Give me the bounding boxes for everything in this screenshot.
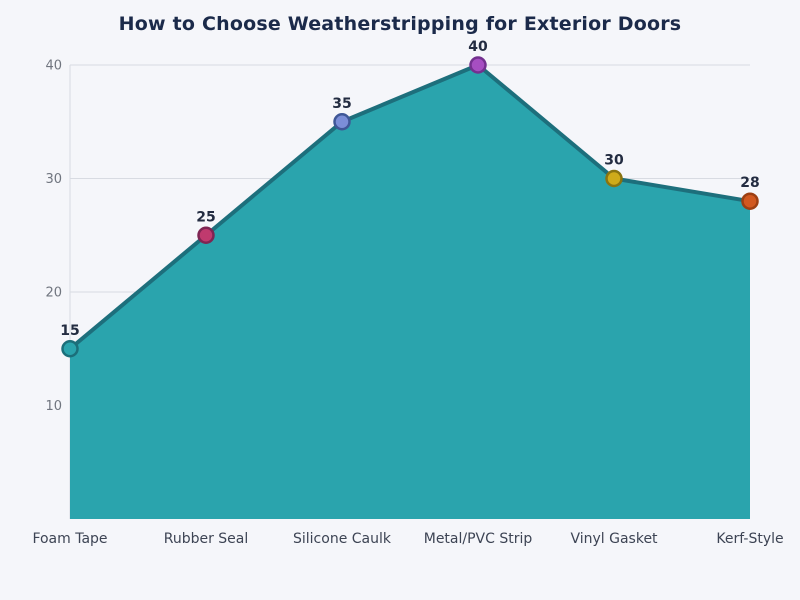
x-axis-category-label: Vinyl Gasket <box>570 531 658 547</box>
data-point-value-label: 30 <box>604 153 624 169</box>
chart-title: How to Choose Weatherstripping for Exter… <box>118 13 682 35</box>
y-axis-tick-label: 40 <box>45 59 62 74</box>
data-point-marker <box>741 192 759 210</box>
area-fill <box>70 65 750 519</box>
x-axis-category-label: Kerf-Style <box>716 531 783 547</box>
y-axis-tick-label: 20 <box>45 286 62 301</box>
data-point-marker <box>605 169 623 188</box>
data-point-marker <box>61 340 79 358</box>
data-point-marker <box>469 56 487 74</box>
data-point-marker <box>197 226 215 244</box>
data-point-value-label: 40 <box>468 39 488 55</box>
x-axis-category-label: Metal/PVC Strip <box>424 531 533 547</box>
data-point-marker <box>333 113 351 131</box>
trend-line <box>68 63 752 351</box>
data-point-value-label: 35 <box>332 96 351 112</box>
x-axis-category-label: Rubber Seal <box>164 531 249 547</box>
y-axis-tick-label: 10 <box>45 399 62 414</box>
y-axis-tick-label: 30 <box>45 172 62 187</box>
data-point-value-label: 28 <box>740 175 759 191</box>
data-point-value-label: 25 <box>196 209 215 225</box>
x-axis-category-label: Foam Tape <box>32 531 107 547</box>
x-axis-category-label: Silicone Caulk <box>293 531 392 547</box>
data-point-value-label: 15 <box>60 323 79 339</box>
